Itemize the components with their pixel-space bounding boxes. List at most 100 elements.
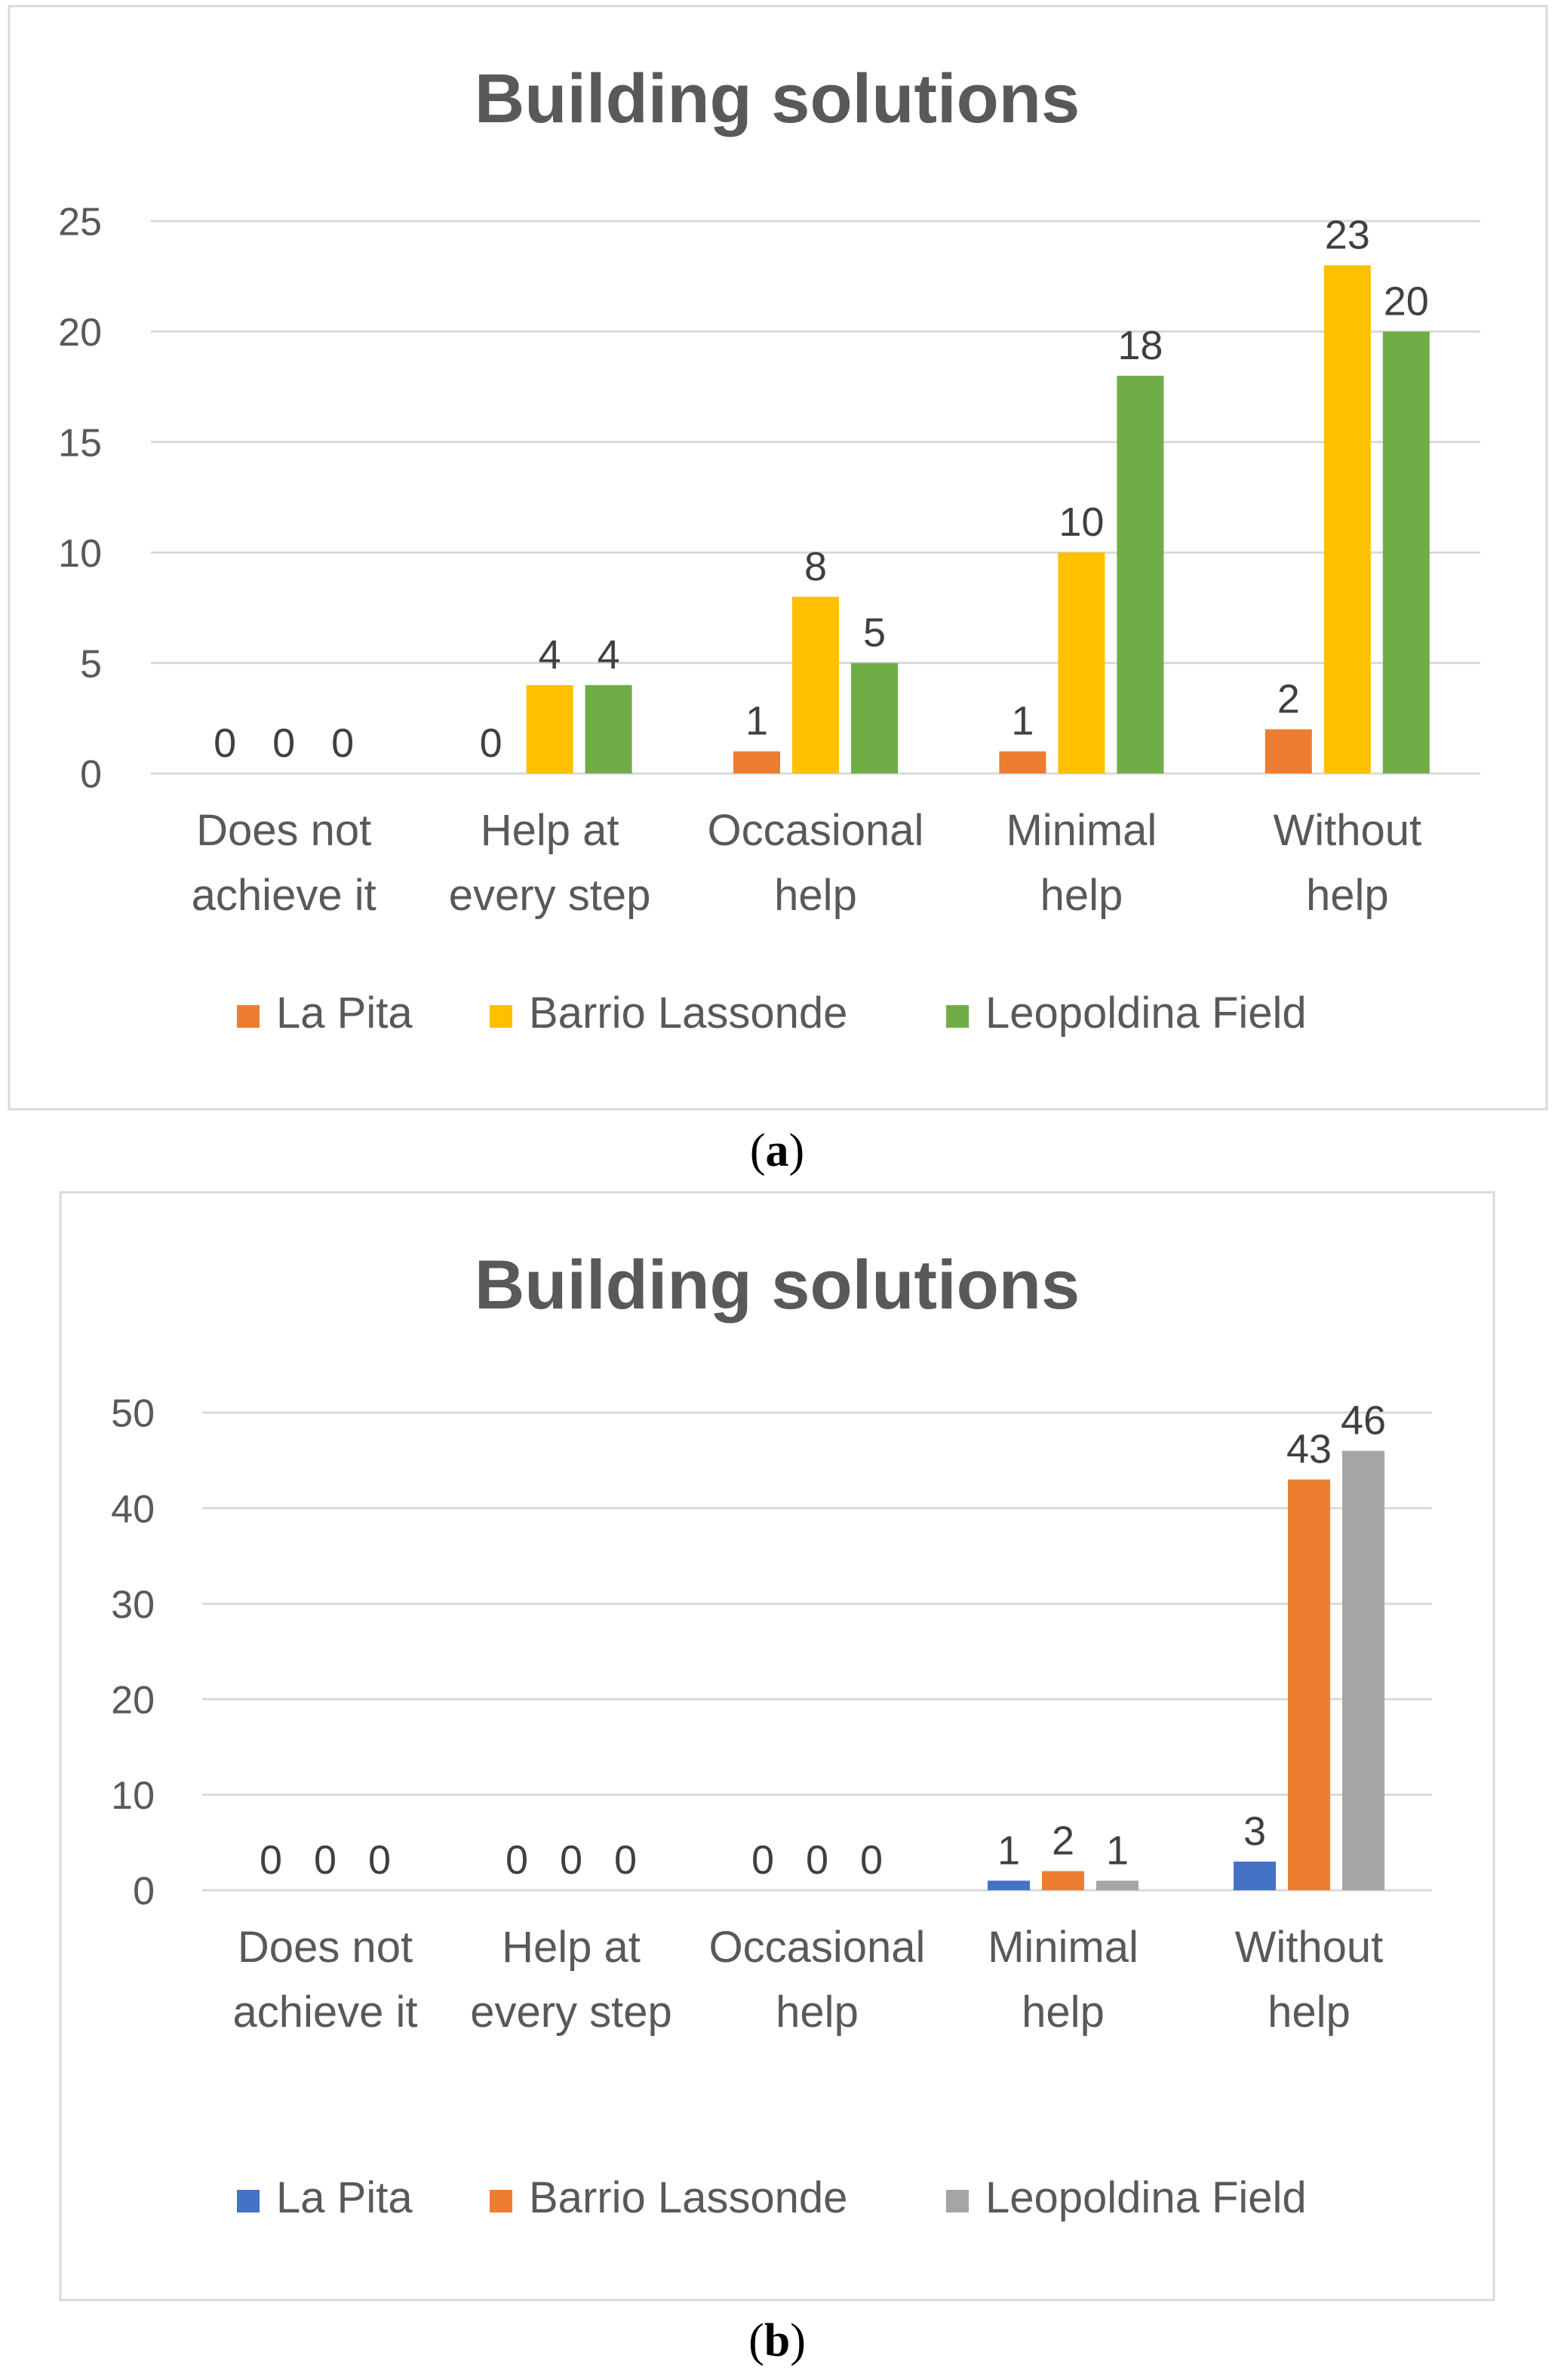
caption-b-letter: b: [764, 2315, 790, 2366]
category-label-line: Occasional: [708, 806, 924, 855]
legend-label: Leopoldina Field: [985, 2173, 1307, 2222]
y-tick-label: 15: [58, 422, 102, 466]
bar: [1096, 1880, 1139, 1890]
legend-label: La Pita: [276, 2173, 413, 2222]
category-label-line: Occasional: [709, 1923, 926, 1972]
data-label: 3: [1243, 1809, 1266, 1854]
data-label: 0: [480, 721, 502, 766]
data-label: 0: [860, 1837, 883, 1883]
data-label: 1: [1011, 699, 1034, 744]
category-label: Does not achieve it: [192, 806, 376, 920]
y-tick-label: 20: [111, 1679, 155, 1723]
category-label: Does not achieve it: [232, 1923, 417, 2037]
bar: [792, 596, 839, 773]
category-label-line: help: [1022, 1988, 1105, 2037]
category-label-line: every step: [470, 1988, 672, 2037]
data-label: 0: [272, 721, 295, 766]
data-label: 18: [1117, 323, 1163, 368]
category-label-line: every step: [449, 871, 651, 920]
category-label-line: achieve it: [232, 1988, 417, 2037]
bar: [585, 684, 632, 773]
bar: [851, 663, 898, 773]
data-label: 8: [804, 544, 827, 589]
category-label: Without help: [1273, 806, 1421, 920]
bar: [999, 751, 1046, 773]
bar: [1382, 331, 1430, 773]
chart-a-legend: La Pita Barrio Lassonde Leopoldina Field: [237, 989, 1307, 1038]
y-tick-label: 40: [111, 1487, 155, 1531]
data-label: 43: [1286, 1427, 1332, 1472]
category-label: Occasional help: [709, 1923, 926, 2037]
chart-b-y-ticks: 0 10 20 30 40 50: [111, 1392, 155, 1914]
legend-swatch: [946, 1005, 969, 1028]
data-label: 0: [751, 1837, 774, 1883]
category-label-line: help: [1268, 1988, 1351, 2037]
category-label: Minimal help: [1006, 806, 1157, 920]
bar: [988, 1880, 1030, 1890]
y-tick-label: 50: [111, 1392, 155, 1436]
chart-b-gridlines: [202, 1411, 1432, 1892]
legend-swatch: [490, 2190, 512, 2212]
chart-a-gridlines: [151, 220, 1480, 775]
legend-swatch: [237, 2190, 260, 2212]
category-label: Occasional help: [708, 806, 924, 920]
chart-b-category-labels: Does not achieve it Help at every step Occas…: [232, 1923, 1383, 2037]
category-label-line: Help at: [502, 1923, 641, 1972]
data-label: 0: [314, 1837, 337, 1883]
bar: [1265, 729, 1312, 773]
category-label-line: help: [774, 871, 857, 920]
chart-b-title: Building solutions: [475, 1247, 1080, 1324]
caption-a-letter: a: [766, 1125, 789, 1176]
category-label: Without help: [1235, 1923, 1384, 2037]
chart-a-category-labels: Does not achieve it Help at every step Occas…: [192, 806, 1421, 920]
category-label-line: help: [776, 1988, 859, 2037]
category-label: Help at every step: [449, 806, 651, 920]
bar: [1342, 1450, 1384, 1890]
data-label: 10: [1059, 500, 1104, 545]
data-label: 1: [997, 1828, 1020, 1873]
y-tick-label: 30: [111, 1583, 155, 1627]
legend-label: Barrio Lassonde: [529, 2173, 847, 2222]
category-label-line: Does not: [238, 1923, 413, 1972]
caption-a: (a): [750, 1125, 804, 1176]
bar: [1117, 375, 1164, 774]
data-label: 1: [745, 699, 768, 744]
data-label: 23: [1325, 213, 1370, 258]
data-label: 0: [331, 721, 354, 766]
category-label-line: Without: [1235, 1923, 1384, 1972]
legend-label: Barrio Lassonde: [529, 989, 847, 1038]
chart-a-frame: [8, 5, 1548, 1111]
chart-b-legend: La Pita Barrio Lassonde Leopoldina Field: [237, 2173, 1307, 2222]
data-label: 0: [560, 1837, 582, 1883]
data-label: 1: [1106, 1828, 1129, 1873]
category-label-line: Minimal: [988, 1923, 1139, 1972]
chart-a-title: Building solutions: [475, 60, 1080, 137]
category-label-line: Does not: [196, 806, 371, 855]
y-tick-label: 0: [133, 1870, 155, 1914]
category-label-line: help: [1040, 871, 1123, 920]
data-label: 2: [1277, 676, 1300, 721]
chart-b-bars: [988, 1450, 1384, 1890]
category-label-line: achieve it: [192, 871, 376, 920]
data-label: 0: [806, 1837, 828, 1883]
chart-b-frame: [59, 1191, 1495, 2302]
legend-swatch: [946, 2190, 969, 2212]
data-label: 0: [506, 1837, 528, 1883]
y-tick-label: 0: [80, 753, 102, 797]
category-label-line: Help at: [481, 806, 619, 855]
legend-label: La Pita: [276, 989, 413, 1038]
data-label: 5: [863, 610, 886, 656]
data-label: 2: [1052, 1819, 1074, 1864]
category-label: Minimal help: [988, 1923, 1139, 2037]
chart-a-y-ticks: 0 5 10 15 20 25: [58, 201, 102, 797]
bar: [526, 684, 573, 773]
bar: [1042, 1871, 1084, 1890]
category-label-line: help: [1306, 871, 1389, 920]
y-tick-label: 10: [111, 1774, 155, 1818]
chart-a-bars: [526, 265, 1430, 774]
